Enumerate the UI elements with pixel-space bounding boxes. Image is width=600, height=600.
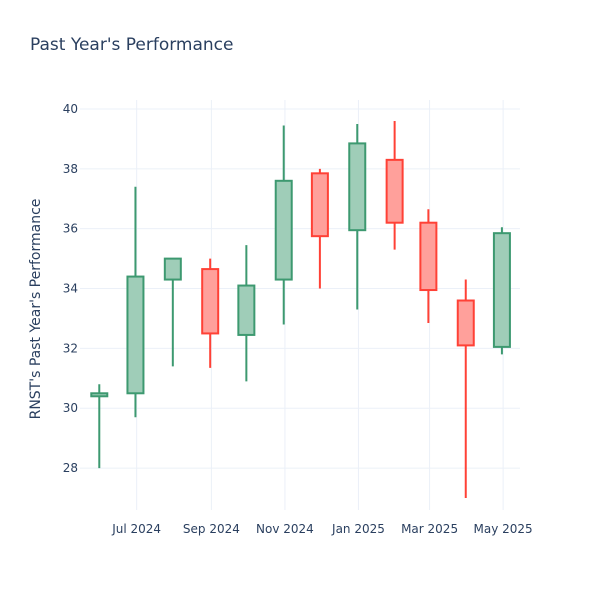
candle-body [201, 268, 220, 335]
candle-increasing [348, 123, 367, 310]
y-tick-label: 40 [63, 102, 78, 116]
y-tick-label: 30 [63, 401, 78, 415]
candle-body [237, 284, 256, 336]
candle-body [385, 158, 404, 224]
x-tick-label: Mar 2025 [401, 522, 458, 536]
candle-increasing [126, 186, 145, 418]
candle-increasing [163, 257, 182, 367]
y-tick-label: 28 [63, 461, 78, 475]
candle-body [310, 172, 329, 238]
y-tick-label: 38 [63, 162, 78, 176]
x-tick-label: May 2025 [474, 522, 533, 536]
candle-body [456, 299, 475, 347]
x-tick-label: Jul 2024 [111, 522, 161, 536]
candle-increasing [492, 227, 511, 355]
candle-decreasing [310, 168, 329, 289]
y-tick-label: 32 [63, 341, 78, 355]
candle-body [419, 221, 438, 292]
candle-decreasing [201, 258, 220, 368]
grid-layer [80, 100, 520, 510]
candle-body [348, 142, 367, 232]
candle-decreasing [385, 120, 404, 250]
y-axis-label: RNST's Past Year's Performance [28, 199, 44, 420]
x-tick-label: Nov 2024 [256, 522, 314, 536]
candle-increasing [274, 125, 293, 325]
y-tick-label: 34 [63, 282, 78, 296]
x-axis-ticks: Jul 2024 Sep 2024 Nov 2024 Jan 2025 Mar 2025… [111, 522, 532, 536]
candle-body [126, 275, 145, 395]
candle-body [90, 392, 109, 398]
candle-layer [90, 120, 511, 499]
candle-body [274, 179, 293, 281]
candle-increasing [237, 245, 256, 382]
x-tick-label: Sep 2024 [183, 522, 240, 536]
x-tick-label: Jan 2025 [331, 522, 385, 536]
candle-increasing [90, 384, 109, 469]
chart-title: Past Year's Performance [30, 35, 234, 55]
candle-decreasing [419, 209, 438, 323]
y-axis-ticks: 28 30 32 34 36 38 40 [63, 102, 78, 475]
candle-decreasing [456, 279, 475, 499]
candle-body [492, 232, 511, 348]
y-tick-label: 36 [63, 222, 78, 236]
candle-body [163, 257, 182, 281]
